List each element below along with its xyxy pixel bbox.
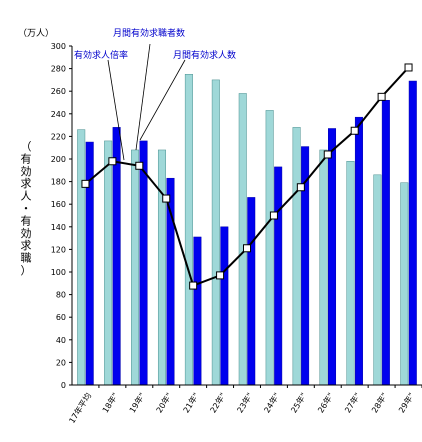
bar-job-openings (220, 226, 229, 386)
y-tick-label: 180 (51, 178, 66, 187)
y-axis-label-char: 効 (21, 164, 32, 178)
ratio-point (323, 150, 332, 159)
bar-job-seekers (211, 79, 220, 386)
x-tick-label: 29年" (396, 391, 416, 415)
callout-label-openings: 月間有効求人数 (173, 49, 236, 61)
y-axis-label-char: 職 (21, 252, 32, 265)
bar-job-seekers (238, 93, 247, 386)
y-unit-label: （万人） (18, 28, 54, 39)
x-tick-label: 26年" (315, 391, 335, 415)
y-axis: 0 20 40 60 80 100 120 140 160 180 200 220 240 260 280 3… (51, 42, 73, 390)
ratio-point (377, 92, 386, 101)
ratio-point (81, 179, 90, 188)
y-tick-label: 140 (51, 223, 66, 232)
x-tick-label: 19年" (127, 391, 147, 415)
bar-job-seekers (265, 110, 274, 386)
ratio-point (296, 183, 305, 192)
y-axis-label-char: 人 (21, 190, 32, 203)
bar-job-openings (408, 80, 417, 386)
bar-job-seekers (400, 182, 409, 386)
ratio-point (135, 161, 144, 170)
y-axis-label-char: （ (21, 140, 32, 153)
ratio-point (404, 63, 413, 72)
y-tick-label: 220 (51, 132, 66, 141)
y-tick-label: 60 (56, 313, 66, 322)
y-tick-label: 200 (51, 155, 66, 164)
y-tick-label: 260 (51, 87, 66, 96)
bar-job-openings (193, 236, 202, 386)
ratio-point (243, 244, 251, 253)
bar-job-seekers (184, 74, 193, 386)
callout-line-seekers (135, 43, 151, 151)
callout-label-ratio: 有効求人倍率 (74, 49, 128, 61)
y-axis-label: （有効求人・有効求職） (21, 140, 32, 277)
y-axis-label-char: ） (21, 264, 32, 277)
bar-job-openings (381, 99, 390, 386)
y-tick-label: 160 (51, 200, 66, 209)
y-tick-label: 100 (51, 268, 66, 277)
y-axis-label-char: 有 (21, 151, 32, 165)
bar-job-openings (328, 128, 337, 386)
bar-job-seekers (77, 129, 86, 386)
ratio-point (189, 281, 198, 290)
bar-job-seekers (157, 149, 166, 386)
y-axis-label-char: 求 (21, 177, 32, 190)
callout-line-ratio (107, 59, 125, 161)
bar-job-seekers (292, 127, 301, 386)
bar-job-seekers (104, 140, 113, 386)
bar-job-openings (139, 140, 148, 386)
ratio-point (162, 194, 171, 203)
x-tick-label: 18年" (100, 391, 120, 415)
callout-line-openings (139, 59, 186, 141)
x-tick-label: 22年" (208, 391, 228, 415)
bar-job-seekers (131, 149, 140, 386)
plot-area (77, 63, 417, 386)
ratio-point (350, 126, 359, 135)
y-axis-label-char: ・ (21, 202, 32, 215)
y-tick-label: 300 (51, 42, 66, 51)
y-tick-label: 20 (56, 358, 66, 367)
x-tick-label: 20年" (154, 391, 174, 415)
y-tick-label: 240 (51, 110, 66, 119)
bar-job-openings (274, 166, 283, 386)
ratio-point (269, 211, 278, 220)
x-tick-label: 17年平均 (67, 391, 94, 425)
y-axis-label-char: 有 (21, 213, 32, 227)
y-axis-label-char: 効 (21, 226, 32, 240)
x-tick-label: 21年" (181, 391, 201, 415)
x-tick-label: 28年" (369, 391, 389, 415)
y-tick-label: 80 (56, 291, 66, 300)
bar-job-seekers (373, 174, 382, 386)
y-tick-label: 40 (56, 336, 66, 345)
bar-job-openings (354, 116, 363, 386)
ratio-point (108, 157, 117, 166)
callout-label-seekers: 月間有効求職者数 (113, 27, 185, 39)
x-axis: 17年平均 18年" 19年" 20年" 21年" 22年" 23年" 24年" 25年" 26年… (67, 384, 422, 425)
x-tick-label: 27年" (342, 391, 362, 415)
bar-job-openings (112, 127, 121, 386)
y-tick-label: 120 (51, 245, 66, 254)
bar-job-openings (247, 197, 256, 386)
y-tick-label: 280 (51, 65, 66, 74)
x-tick-label: 25年" (288, 391, 308, 415)
x-tick-label: 23年" (235, 391, 255, 415)
ratio-point (216, 271, 225, 280)
bar-job-seekers (346, 161, 355, 386)
legend-callouts: 有効求人倍率 月間有効求職者数 月間有効求人数 (74, 27, 236, 161)
x-tick-label: 24年" (262, 391, 282, 415)
y-tick-label: 0 (61, 381, 66, 390)
bar-job-seekers (319, 149, 328, 386)
y-axis-label-char: 求 (21, 239, 32, 252)
